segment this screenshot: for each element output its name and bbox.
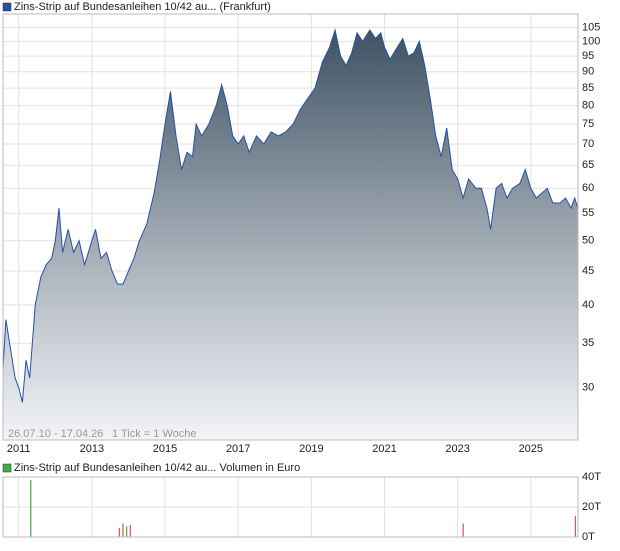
x-tick-label: 2019 — [299, 443, 323, 455]
y-tick-label: 20T — [582, 501, 601, 513]
y-tick-label: 95 — [582, 50, 594, 62]
y-tick-label: 75 — [582, 118, 594, 130]
y-tick-label: 85 — [582, 82, 594, 94]
y-tick-label: 0T — [582, 531, 595, 543]
plot-frame — [2, 476, 579, 538]
y-tick-label: 100 — [582, 35, 600, 47]
y-tick-label: 60 — [582, 182, 594, 194]
y-tick-label: 45 — [582, 265, 594, 277]
x-tick-label: 2015 — [153, 443, 177, 455]
volume-bar — [129, 525, 131, 537]
volume-bar — [462, 523, 464, 537]
period-label: 26.07.10 - 17.04.26 — [8, 428, 103, 440]
price-line — [2, 28, 579, 403]
x-tick-label: 2021 — [372, 443, 396, 455]
legend-swatch — [2, 2, 12, 12]
y-tick-label: 55 — [582, 207, 594, 219]
y-tick-label: 30 — [582, 381, 594, 393]
volume-bar — [118, 528, 120, 537]
volume-bar — [30, 480, 32, 537]
legend-label: Zins-Strip auf Bundesanleihen 10/42 au..… — [14, 1, 271, 13]
volume-bar — [126, 526, 128, 537]
x-tick-label: 2023 — [445, 443, 469, 455]
x-tick-label: 2013 — [80, 443, 104, 455]
y-tick-label: 65 — [582, 159, 594, 171]
y-tick-label: 40 — [582, 299, 594, 311]
plot-frame — [2, 13, 579, 441]
legend-swatch — [2, 463, 12, 473]
y-tick-label: 105 — [582, 21, 600, 33]
y-tick-label: 90 — [582, 66, 594, 78]
x-tick-label: 2017 — [226, 443, 250, 455]
volume-bar — [574, 516, 577, 537]
x-tick-label: 2025 — [519, 443, 543, 455]
x-tick-label: 2011 — [7, 443, 31, 455]
area-fill — [3, 30, 578, 440]
legend-label: Zins-Strip auf Bundesanleihen 10/42 au..… — [14, 462, 300, 474]
y-tick-label: 50 — [582, 235, 594, 247]
tick-note: 1 Tick = 1 Woche — [112, 428, 196, 440]
volume-bar — [122, 523, 124, 537]
y-tick-label: 40T — [582, 471, 601, 483]
y-tick-label: 70 — [582, 138, 594, 150]
y-tick-label: 80 — [582, 99, 594, 111]
y-tick-label: 35 — [582, 337, 594, 349]
